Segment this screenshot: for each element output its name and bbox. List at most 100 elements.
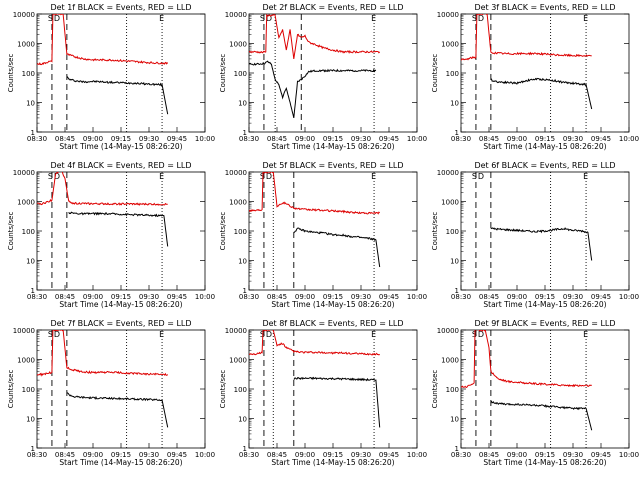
- x-tick-label: 09:45: [167, 135, 187, 143]
- y-tick-label: 1: [31, 287, 35, 295]
- y-axis-label: Counts/sec: [219, 54, 227, 93]
- y-tick-label: 10: [26, 258, 35, 266]
- marker-d: D: [266, 330, 272, 339]
- y-tick-label: 10000: [13, 327, 35, 335]
- lld-series-line: [37, 172, 168, 206]
- y-tick-label: 10000: [225, 11, 247, 19]
- x-tick-label: 09:15: [323, 451, 343, 459]
- x-tick-label: 08:30: [239, 451, 259, 459]
- lld-series-line: [461, 14, 592, 61]
- x-tick-label: 09:15: [323, 135, 343, 143]
- y-tick-label: 1: [31, 129, 35, 137]
- y-tick-label: 100: [234, 70, 247, 78]
- lld-series-line: [249, 330, 381, 356]
- y-tick-label: 1: [243, 287, 247, 295]
- events-series-line: [68, 211, 169, 247]
- panel-4: Det 4f BLACK = Events, RED = LLD 1 10 100 10…: [7, 161, 215, 309]
- y-tick-label: 100: [234, 386, 247, 394]
- x-tick-label: 09:45: [379, 135, 399, 143]
- events-series-line: [249, 60, 377, 119]
- plot-frame: [248, 329, 418, 449]
- x-tick-label: 08:30: [27, 135, 47, 143]
- y-axis-label: Counts/sec: [431, 212, 439, 251]
- panel-title: Det 1f BLACK = Events, RED = LLD: [50, 3, 191, 12]
- x-tick-label: 08:30: [239, 293, 259, 301]
- x-tick-label: 09:30: [563, 451, 583, 459]
- y-tick-label: 1000: [229, 199, 247, 207]
- panel-title: Det 6f BLACK = Events, RED = LLD: [474, 161, 615, 170]
- events-series-line: [490, 227, 593, 261]
- y-tick-label: 100: [446, 228, 459, 236]
- x-tick-label: 09:00: [295, 293, 315, 301]
- marker-e: E: [583, 330, 588, 339]
- plot-frame: [460, 13, 630, 133]
- marker-d: D: [478, 14, 484, 23]
- x-tick-label: 09:15: [535, 451, 555, 459]
- x-tick-label: 09:30: [351, 451, 371, 459]
- lld-series-line: [37, 14, 169, 66]
- y-tick-label: 10: [26, 100, 35, 108]
- y-tick-label: 1: [455, 129, 459, 137]
- x-tick-label: 09:45: [591, 451, 611, 459]
- y-tick-label: 1000: [17, 357, 35, 365]
- events-series-line: [293, 376, 381, 428]
- x-tick-label: 09:45: [167, 451, 187, 459]
- y-tick-label: 1000: [441, 41, 459, 49]
- lld-series-line: [461, 330, 592, 388]
- x-tick-label: 08:45: [55, 451, 75, 459]
- y-tick-label: 100: [446, 70, 459, 78]
- marker-e: E: [371, 330, 376, 339]
- panel-9: Det 9f BLACK = Events, RED = LLD 1 10 100 10…: [431, 319, 639, 467]
- y-tick-label: 10: [238, 416, 247, 424]
- y-tick-label: 10: [238, 258, 247, 266]
- panel-7: Det 7f BLACK = Events, RED = LLD 1 10 100 10…: [7, 319, 215, 467]
- x-tick-label: 09:30: [139, 135, 159, 143]
- y-tick-label: 1000: [441, 199, 459, 207]
- y-axis-label: Counts/sec: [431, 370, 439, 409]
- x-tick-label: 08:30: [451, 293, 471, 301]
- x-axis-label: Start Time (14-May-15 08:26:20): [59, 300, 182, 309]
- marker-e: E: [159, 330, 164, 339]
- x-axis-label: Start Time (14-May-15 08:26:20): [59, 142, 182, 151]
- x-tick-label: 09:30: [351, 135, 371, 143]
- y-tick-label: 10: [450, 258, 459, 266]
- x-tick-label: 10:00: [619, 451, 639, 459]
- marker-s: S: [48, 172, 53, 181]
- y-tick-label: 100: [22, 228, 35, 236]
- x-tick-label: 09:30: [139, 451, 159, 459]
- x-tick-label: 09:00: [507, 293, 527, 301]
- y-tick-label: 10000: [225, 169, 247, 177]
- panel-title: Det 7f BLACK = Events, RED = LLD: [50, 319, 191, 328]
- x-tick-label: 09:15: [535, 293, 555, 301]
- x-axis-label: Start Time (14-May-15 08:26:20): [271, 458, 394, 467]
- y-tick-label: 1000: [441, 357, 459, 365]
- x-tick-label: 09:00: [83, 135, 103, 143]
- x-tick-label: 08:30: [451, 451, 471, 459]
- y-tick-label: 10: [450, 416, 459, 424]
- y-tick-label: 10000: [437, 11, 459, 19]
- marker-d: D: [266, 14, 272, 23]
- y-tick-label: 1: [455, 445, 459, 453]
- y-tick-label: 10: [450, 100, 459, 108]
- x-tick-label: 09:45: [591, 135, 611, 143]
- x-tick-label: 10:00: [407, 451, 427, 459]
- x-tick-label: 10:00: [195, 293, 215, 301]
- x-tick-label: 09:45: [379, 451, 399, 459]
- x-tick-label: 09:00: [507, 451, 527, 459]
- y-tick-label: 1: [243, 129, 247, 137]
- x-tick-label: 09:00: [83, 451, 103, 459]
- y-axis-label: Counts/sec: [431, 54, 439, 93]
- marker-e: E: [583, 14, 588, 23]
- y-tick-label: 100: [446, 386, 459, 394]
- x-tick-label: 08:45: [267, 293, 287, 301]
- marker-d: D: [54, 14, 60, 23]
- x-tick-label: 10:00: [195, 451, 215, 459]
- x-tick-label: 08:45: [479, 135, 499, 143]
- marker-s: S: [260, 14, 265, 23]
- marker-d: D: [54, 172, 60, 181]
- lld-series-line: [249, 14, 381, 59]
- y-tick-label: 10: [238, 100, 247, 108]
- y-tick-label: 100: [234, 228, 247, 236]
- panel-1: Det 1f BLACK = Events, RED = LLD 1 10 100 10…: [7, 3, 215, 151]
- x-tick-label: 09:45: [167, 293, 187, 301]
